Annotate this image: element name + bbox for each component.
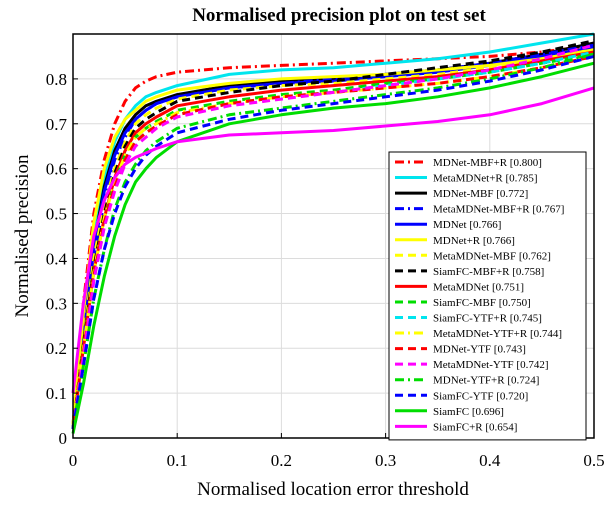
y-tick-label: 0.7 [46, 115, 68, 134]
legend-label: MDNet-YTF [0.743] [433, 344, 526, 356]
y-tick-label: 0.1 [46, 384, 67, 403]
legend-label: SiamFC+R [0.654] [433, 421, 517, 433]
y-tick-label: 0.8 [46, 70, 67, 89]
legend-label: SiamFC [0.696] [433, 406, 504, 418]
y-tick-label: 0.4 [46, 249, 68, 268]
series-lines [71, 32, 595, 434]
y-axis-label: Normalised precision [12, 154, 33, 318]
series-line [71, 43, 595, 430]
axis-ticks: 0 0.1 0.2 0.3 0.4 0.5 0 0.1 0.2 0.3 0.4 0.5 0.6 0.7 0.… [46, 70, 605, 470]
series-line [71, 61, 595, 434]
legend-label: MetaMDNet-YTF+R [0.744] [433, 328, 562, 340]
legend-box [388, 151, 587, 441]
plot-frame [72, 33, 595, 439]
legend-label: MetaMDNet [0.751] [433, 281, 524, 293]
legend-label: MetaMDNet-MBF+R [0.767] [433, 204, 564, 216]
x-tick-label: 0 [69, 451, 78, 470]
series-line [71, 54, 595, 430]
y-tick-label: 0.3 [46, 294, 67, 313]
legend-label: MDNet+R [0.766] [433, 235, 515, 247]
legend-label: MDNet-MBF [0.772] [433, 188, 528, 200]
legend-label: SiamFC-YTF+R [0.745] [433, 313, 542, 325]
x-tick-label: 0.4 [479, 451, 501, 470]
legend-label: MDNet [0.766] [433, 219, 501, 231]
y-tick-label: 0.5 [46, 205, 67, 224]
series-line [71, 86, 595, 394]
legend-label: MetaMDNet-YTF [0.742] [433, 359, 548, 371]
y-tick-label: 0.2 [46, 339, 67, 358]
x-tick-label: 0.1 [167, 451, 188, 470]
legend-label: MetaMDNet+R [0.785] [433, 173, 538, 185]
legend-label: SiamFC-MBF [0.750] [433, 297, 531, 309]
legend: MDNet-MBF+R [0.800] MetaMDNet+R [0.785] MD… [388, 151, 587, 441]
x-tick-label: 0.5 [583, 451, 604, 470]
series-line [71, 48, 595, 425]
series-line [71, 48, 595, 430]
legend-label: MDNet-YTF+R [0.724] [433, 375, 539, 387]
legend-label: SiamFC-MBF+R [0.758] [433, 266, 544, 278]
y-tick-label: 0 [59, 429, 68, 448]
series-line [71, 54, 595, 430]
x-tick-label: 0.3 [375, 451, 396, 470]
chart-title: Normalised precision plot on test set [192, 5, 486, 26]
series-line [71, 32, 595, 430]
legend-label: MDNet-MBF+R [0.800] [433, 157, 542, 169]
x-axis-label: Normalised location error threshold [197, 479, 469, 500]
legend-label: MetaMDNet-MBF [0.762] [433, 250, 551, 262]
y-tick-label: 0.6 [46, 160, 67, 179]
x-tick-label: 0.2 [271, 451, 292, 470]
legend-label: SiamFC-YTF [0.720] [433, 390, 528, 402]
